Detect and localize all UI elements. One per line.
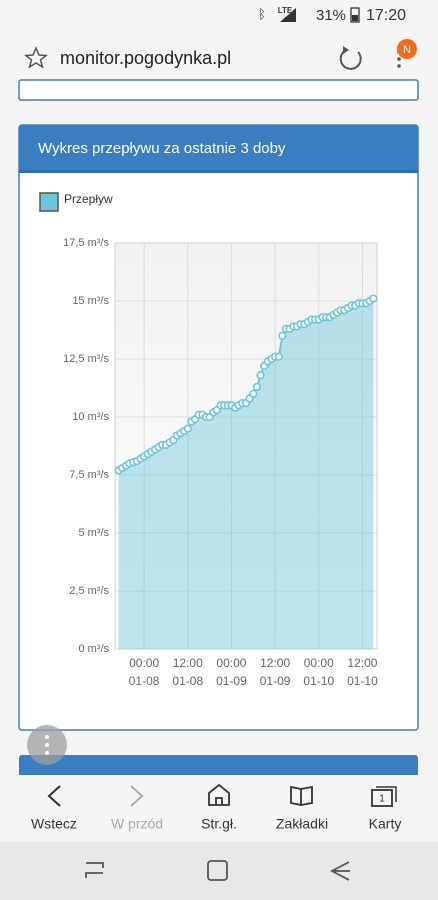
menu-dot [397,57,401,61]
badge-text: N [403,44,411,56]
system-nav [0,842,438,900]
menu-dot [397,64,401,68]
area [118,298,374,649]
point [274,352,283,361]
floating-menu-dot [45,751,49,755]
floating-menu-dot [45,735,49,739]
y-tick-label: 10 m³/s [72,411,109,423]
network-type: LTE [278,6,293,15]
point [256,371,265,380]
recents-button[interactable] [85,862,104,878]
card-header [19,125,418,173]
x-tick-label: 01-08 [129,674,160,688]
y-tick-label: 0 m³/s [78,643,109,655]
nav-label[interactable]: Karty [369,816,402,832]
legend-swatch [39,192,59,212]
tabs-icon[interactable] [371,789,393,807]
url[interactable]: monitor.pogodynka.pl [60,48,231,68]
nav-label[interactable]: Str.gł. [201,816,237,832]
x-tick-label: 12:00 [347,656,377,670]
point [369,294,378,303]
card-title: Wykres przepływu za ostatnie 3 doby [38,140,286,157]
home-button[interactable] [207,860,228,881]
point [278,331,287,340]
previous-card [18,79,419,101]
chart: 0 m³/s 2,5 m³/s 5 m³/s 7,5 m³/s 10 m³/s 12,5 … [39,192,378,688]
x-tick-label: 01-09 [260,674,291,688]
battery-percent: 31% [316,7,346,24]
x-tick-label: 12:00 [260,656,290,670]
floating-menu-dot [45,743,49,747]
bottom-nav [0,775,438,842]
point [252,382,262,391]
signal-icon [280,8,296,22]
nav-label: W przód [111,816,163,832]
nav-label[interactable]: Zakładki [276,816,328,832]
x-tick-label: 12:00 [173,656,203,670]
bluetooth-icon: ᛒ [258,6,266,21]
tabs-icon-back [376,786,397,802]
x-tick-label: 01-09 [216,674,247,688]
home-icon[interactable] [208,783,230,806]
plot-frame [114,242,378,650]
bookmark-star[interactable] [24,46,48,69]
card-header-edge [19,170,418,173]
y-tick-label: 15 m³/s [72,295,109,307]
back-icon[interactable] [47,785,61,807]
y-tick-label: 5 m³/s [78,527,109,539]
x-tick-label: 00:00 [216,656,246,670]
point [249,389,258,398]
reload-arrow [343,46,349,54]
forward-icon [130,785,144,807]
bookmarks-icon[interactable] [290,785,313,807]
x-tick-label: 00:00 [304,656,334,670]
x-tick-label: 01-08 [172,674,203,688]
nav-label[interactable]: Wstecz [31,816,77,832]
status-bar [0,0,438,30]
battery-level [352,15,358,21]
back-button[interactable] [330,861,350,881]
point [183,424,192,433]
battery-icon [350,7,360,23]
legend-label: Przepływ [64,192,113,206]
x-tick-label: 01-10 [303,674,334,688]
x-tick-label: 01-10 [347,674,378,688]
reload-button[interactable] [339,49,362,70]
address-bar [0,30,438,88]
x-tick-label: 00:00 [129,656,159,670]
y-tick-label: 7,5 m³/s [69,469,109,481]
tabs-count: 1 [379,794,385,805]
badge [397,39,417,59]
y-tick-label: 17,5 m³/s [63,237,109,249]
y-tick-label: 2,5 m³/s [69,585,109,597]
y-tick-label: 12,5 m³/s [63,353,109,365]
clock: 17:20 [366,7,406,24]
